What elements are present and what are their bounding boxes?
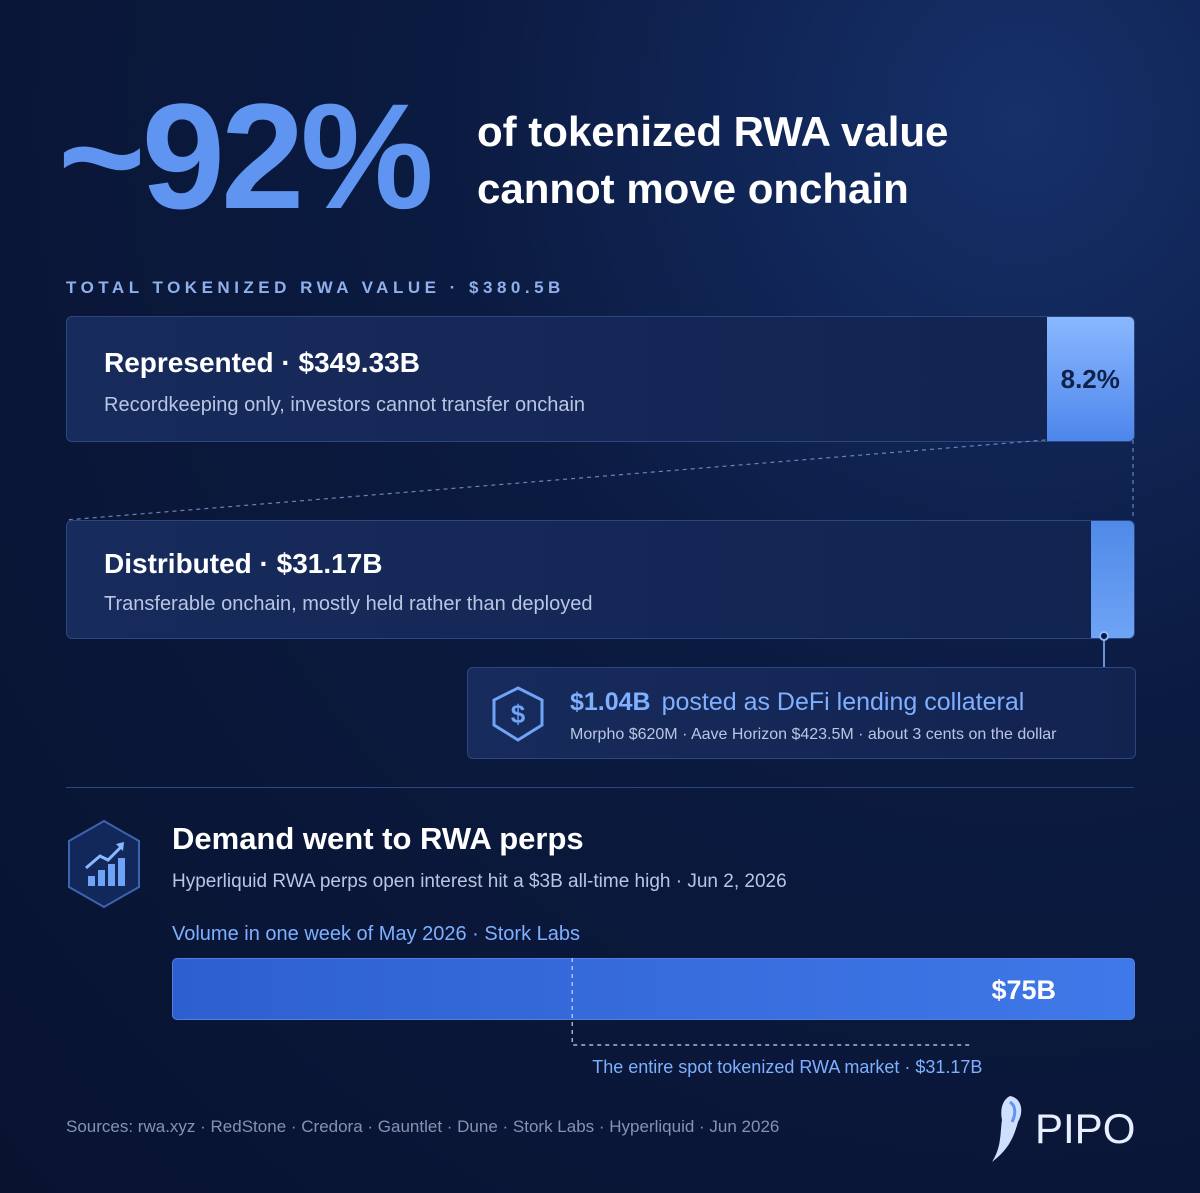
- total-label: TOTAL TOKENIZED RWA VALUE · $380.5B: [66, 278, 565, 297]
- card-title: Represented · $349.33B: [104, 347, 420, 378]
- volume-value: $75B: [991, 975, 1056, 1005]
- marker: [571, 958, 970, 1046]
- collateral-detail: Morpho $620M · Aave Horizon $423.5M · ab…: [570, 726, 1057, 743]
- marker-line: [571, 958, 970, 1046]
- collateral-value: $1.04B: [570, 688, 651, 716]
- connector-line: [65, 439, 1046, 521]
- marker-text: The entire spot tokenized RWA market ·: [592, 1057, 911, 1077]
- divider: [66, 787, 1134, 788]
- collateral-card: $ $1.04B posted as DeFi lending collater…: [467, 667, 1136, 759]
- connector: [65, 439, 1134, 521]
- share-label: 8.2%: [1060, 363, 1120, 394]
- distributed-card: Distributed · $31.17B Transferable oncha…: [66, 520, 1135, 639]
- sources: Sources: rwa.xyz · RedStone · Credora · …: [66, 1117, 780, 1136]
- distributed-segment: [1091, 521, 1134, 638]
- perps-desc: Hyperliquid RWA perps open interest hit …: [172, 871, 787, 892]
- svg-text:$: $: [511, 699, 526, 729]
- card-desc: Transferable onchain, mostly held rather…: [104, 593, 593, 615]
- link: [1099, 631, 1109, 668]
- marker-value: $31.17B: [915, 1057, 983, 1077]
- share-bar: 8.2%: [1046, 317, 1134, 441]
- headline-line: of tokenized RWA value: [477, 108, 949, 155]
- brand: PIPO: [1035, 1105, 1136, 1152]
- collateral-text: posted as DeFi lending collateral: [661, 688, 1025, 716]
- headline-line: cannot move onchain: [477, 165, 909, 212]
- shield-icon: $: [492, 686, 544, 742]
- chart-icon: [68, 819, 140, 909]
- headline-percent: ~92%: [58, 72, 434, 240]
- card-title: Distributed · $31.17B: [104, 548, 383, 579]
- volume-bar: $75B: [172, 958, 1135, 1020]
- perps-title: Demand went to RWA perps: [172, 821, 584, 856]
- card-desc: Recordkeeping only, investors cannot tra…: [104, 394, 586, 416]
- represented-card: Represented · $349.33B Recordkeeping onl…: [66, 316, 1135, 442]
- volume-label: Volume in one week of May 2026 · Stork L…: [172, 923, 581, 945]
- marker-caption: The entire spot tokenized RWA market · $…: [592, 1057, 982, 1078]
- logo-bird: [992, 1096, 1022, 1162]
